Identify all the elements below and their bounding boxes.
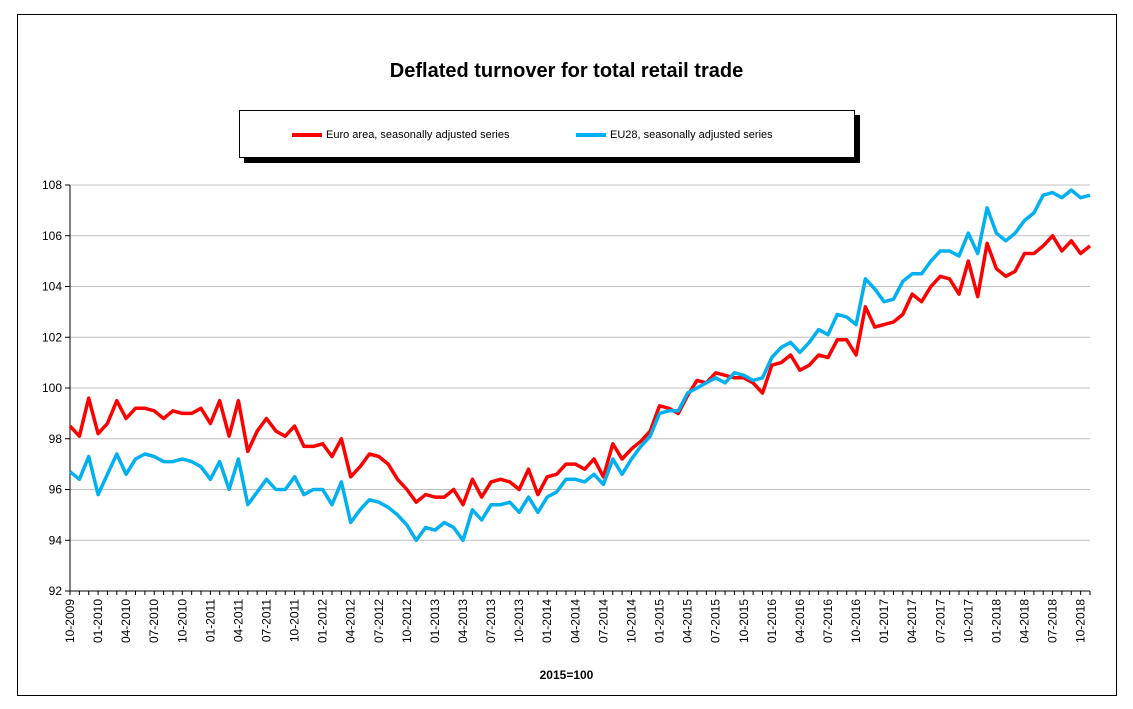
y-tick-label: 102 [42, 330, 62, 344]
legend-swatch-eu28 [576, 133, 606, 137]
x-tick-label: 04-2013 [456, 599, 470, 643]
x-tick-label: 04-2018 [1017, 599, 1031, 643]
x-tick-label: 01-2015 [653, 599, 667, 643]
series-line-euro-area [68, 234, 1092, 507]
x-tick-label: 01-2013 [428, 599, 442, 643]
legend: Euro area, seasonally adjusted series EU… [239, 110, 855, 158]
x-tick-label: 01-2017 [877, 599, 891, 643]
x-tick-label: 04-2014 [568, 599, 582, 643]
x-tick-label: 01-2012 [316, 599, 330, 643]
legend-swatch-euro-area [292, 133, 322, 137]
x-tick-label: 04-2016 [793, 599, 807, 643]
x-tick-label: 04-2017 [905, 599, 919, 643]
x-tick-label: 01-2016 [765, 599, 779, 643]
x-tick-label: 07-2015 [709, 599, 723, 643]
x-tick-label: 10-2015 [737, 599, 751, 643]
x-tick-label: 07-2011 [260, 599, 274, 642]
x-tick-label: 10-2017 [961, 599, 975, 643]
x-tick-label: 07-2017 [933, 599, 947, 643]
legend-label-eu28: EU28, seasonally adjusted series [610, 129, 773, 141]
x-tick-label: 04-2011 [231, 599, 245, 642]
x-tick-label: 07-2018 [1046, 599, 1060, 643]
x-tick-label: 10-2018 [1074, 599, 1088, 643]
x-tick-label: 10-2016 [849, 599, 863, 643]
x-tick-label: 07-2010 [147, 599, 161, 643]
legend-item-euro-area: Euro area, seasonally adjusted series [292, 128, 509, 142]
legend-item-eu28: EU28, seasonally adjusted series [576, 128, 773, 142]
x-tick-label: 10-2011 [288, 599, 302, 642]
x-tick-label: 01-2014 [540, 599, 554, 643]
x-tick-label: 07-2014 [596, 599, 610, 643]
y-tick-label: 92 [49, 584, 63, 598]
y-tick-label: 104 [42, 280, 62, 294]
x-tick-label: 10-2012 [400, 599, 414, 643]
x-tick-label: 04-2010 [119, 599, 133, 643]
x-tick-label: 07-2012 [372, 599, 386, 643]
x-tick-label: 07-2016 [821, 599, 835, 643]
x-tick-label: 04-2015 [681, 599, 695, 643]
y-tick-label: 106 [42, 229, 62, 243]
y-tick-label: 96 [49, 483, 63, 497]
x-tick-label: 07-2013 [484, 599, 498, 643]
x-tick-label: 10-2010 [175, 599, 189, 643]
series-line-eu28 [68, 188, 1091, 543]
x-tick-label: 01-2018 [989, 599, 1003, 643]
legend-label-euro-area: Euro area, seasonally adjusted series [326, 129, 510, 141]
x-axis-label: 2015=100 [539, 668, 594, 682]
x-tick-label: 10-2014 [624, 599, 638, 643]
y-tick-label: 94 [49, 533, 63, 547]
x-tick-label: 10-2009 [63, 599, 77, 643]
y-tick-label: 100 [42, 381, 62, 395]
x-tick-label: 01-2010 [91, 599, 105, 643]
x-tick-label: 04-2012 [344, 599, 358, 643]
chart-title: Deflated turnover for total retail trade [389, 60, 744, 82]
y-tick-label: 108 [42, 178, 62, 192]
y-tick-label: 98 [49, 432, 63, 446]
x-tick-label: 01-2011 [203, 599, 217, 642]
x-tick-label: 10-2013 [512, 599, 526, 643]
